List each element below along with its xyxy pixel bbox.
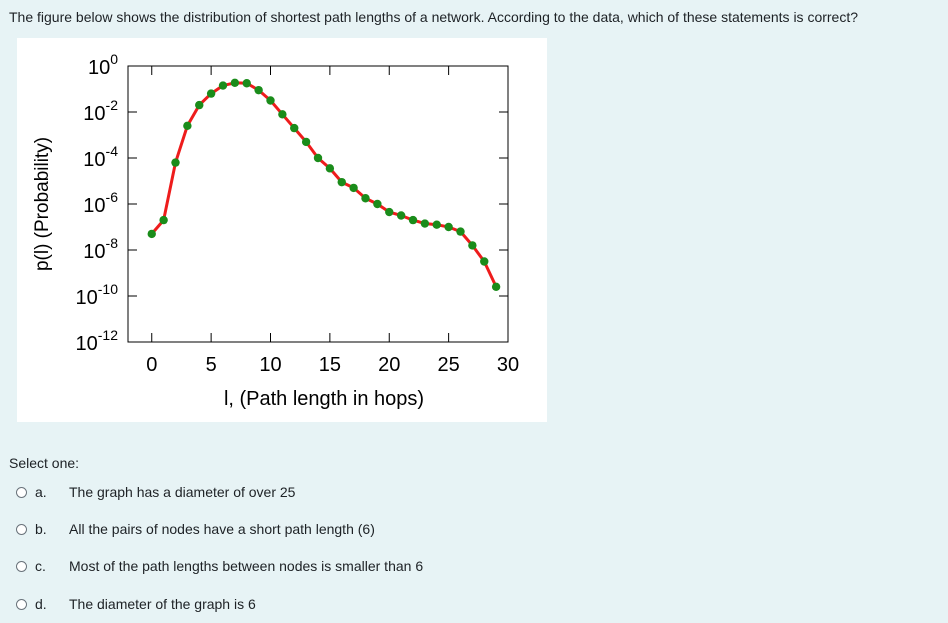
chart-svg: 0 5 10 15 20 25 30 100 10-2 10-4 10-6 10-8 10-10 10-1…: [32, 51, 519, 410]
data-point: [301, 137, 311, 147]
data-point: [195, 100, 204, 110]
x-tick-label: 15: [319, 354, 341, 376]
data-point: [159, 215, 168, 225]
data-point: [480, 257, 489, 266]
data-point: [349, 183, 358, 193]
data-point: [456, 227, 465, 236]
x-tick-label: 0: [146, 354, 157, 376]
plot-frame: [127, 65, 509, 343]
data-point: [361, 194, 370, 203]
option-d[interactable]: d. The diameter of the graph is 6: [16, 586, 256, 622]
option-c[interactable]: c. Most of the path lengths between node…: [16, 548, 423, 584]
data-point: [254, 85, 263, 95]
option-a-text[interactable]: The graph has a diameter of over 25: [69, 484, 296, 500]
data-point: [278, 110, 287, 119]
option-a[interactable]: a. The graph has a diameter of over 25: [16, 474, 295, 510]
data-point: [218, 81, 228, 90]
radio-d[interactable]: [16, 598, 27, 610]
radio-b[interactable]: [16, 523, 27, 535]
radio-a[interactable]: [16, 486, 27, 498]
x-tick-label: 25: [438, 354, 460, 376]
y-axis-label: p(l) (Probability): [32, 137, 53, 271]
y-tick-label: 10-8: [83, 235, 118, 263]
y-tick-label: 10-2: [83, 97, 118, 125]
x-axis-label: l, (Path length in hops): [224, 388, 424, 410]
x-tick-label: 20: [378, 354, 400, 376]
x-tick-label: 5: [206, 354, 217, 376]
data-point: [290, 123, 299, 133]
data-point: [230, 78, 240, 87]
data-point: [385, 207, 394, 217]
data-point: [266, 96, 275, 105]
data-point: [491, 282, 501, 291]
y-tick-label: 10-6: [83, 189, 118, 217]
data-point: [242, 79, 251, 88]
x-tick-label: 30: [497, 354, 519, 376]
data-point: [171, 158, 180, 167]
data-point: [147, 229, 156, 239]
option-d-letter: d.: [35, 596, 47, 612]
data-point: [408, 215, 418, 225]
y-tick-label: 100: [88, 51, 118, 79]
data-point: [313, 153, 323, 163]
data-point: [337, 177, 346, 187]
path-length-chart: 0 5 10 15 20 25 30 100 10-2 10-4 10-6 10-8 10-10 10-1…: [17, 38, 547, 422]
option-d-text[interactable]: The diameter of the graph is 6: [69, 596, 256, 612]
option-a-letter: a.: [35, 484, 47, 500]
y-tick-label: 10-4: [83, 143, 118, 171]
option-c-letter: c.: [35, 558, 46, 574]
data-point: [444, 222, 453, 232]
data-point: [468, 241, 477, 250]
question-text: The figure below shows the distribution …: [9, 9, 859, 25]
data-point: [206, 89, 216, 98]
option-b-text[interactable]: All the pairs of nodes have a short path…: [69, 521, 375, 537]
option-c-text[interactable]: Most of the path lengths between nodes i…: [69, 558, 424, 574]
option-b[interactable]: b. All the pairs of nodes have a short p…: [16, 511, 375, 547]
option-b-letter: b.: [35, 521, 47, 537]
y-tick-label: 10-12: [76, 327, 119, 355]
data-point: [373, 199, 382, 209]
data-point: [432, 220, 441, 229]
radio-c[interactable]: [16, 560, 27, 572]
data-point: [396, 211, 406, 220]
series-line: [150, 81, 498, 288]
data-point: [325, 164, 335, 173]
x-tick-label: 10: [259, 354, 281, 376]
data-point: [183, 121, 192, 130]
data-point: [420, 219, 430, 228]
select-one-label: Select one:: [9, 455, 80, 471]
y-tick-label: 10-10: [76, 281, 119, 309]
